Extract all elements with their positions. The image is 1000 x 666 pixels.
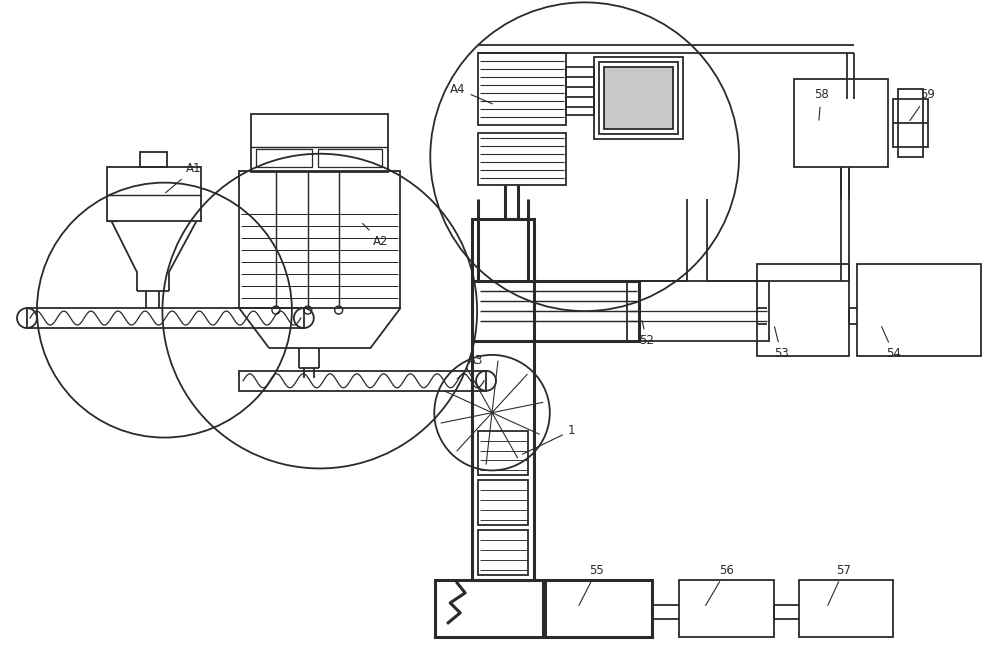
Bar — [627, 281, 769, 341]
Bar — [478, 530, 528, 575]
Text: 58: 58 — [814, 89, 828, 120]
Text: 57: 57 — [828, 563, 851, 605]
Bar — [472, 220, 534, 580]
Bar — [478, 133, 566, 184]
Bar — [857, 264, 981, 356]
Bar — [893, 99, 928, 147]
Text: A4: A4 — [450, 83, 492, 104]
Bar — [599, 62, 678, 134]
Bar — [594, 57, 683, 139]
Bar — [435, 580, 543, 637]
Bar — [478, 53, 566, 125]
Bar — [545, 580, 652, 637]
Bar — [566, 67, 594, 115]
Text: 54: 54 — [882, 326, 901, 360]
Bar — [679, 580, 774, 637]
Bar — [27, 308, 304, 328]
Bar — [140, 152, 167, 166]
Bar — [239, 371, 486, 391]
Text: 59: 59 — [910, 89, 935, 121]
Bar — [604, 67, 673, 129]
Bar — [107, 166, 201, 222]
Text: A1: A1 — [166, 163, 202, 192]
Bar — [239, 170, 400, 308]
Bar — [251, 114, 388, 172]
Bar — [794, 79, 888, 166]
Text: A2: A2 — [363, 224, 388, 248]
Bar — [478, 480, 528, 525]
Text: 53: 53 — [774, 327, 789, 360]
Bar — [757, 264, 849, 356]
Bar — [898, 89, 923, 157]
Bar — [318, 149, 382, 166]
Bar — [472, 281, 639, 341]
Text: 56: 56 — [706, 563, 734, 605]
Text: 52: 52 — [639, 321, 654, 348]
Text: 55: 55 — [579, 563, 604, 605]
Bar — [256, 149, 312, 166]
Bar — [478, 431, 528, 476]
Text: 1: 1 — [522, 424, 575, 454]
Text: A3: A3 — [457, 354, 484, 379]
Bar — [799, 580, 893, 637]
